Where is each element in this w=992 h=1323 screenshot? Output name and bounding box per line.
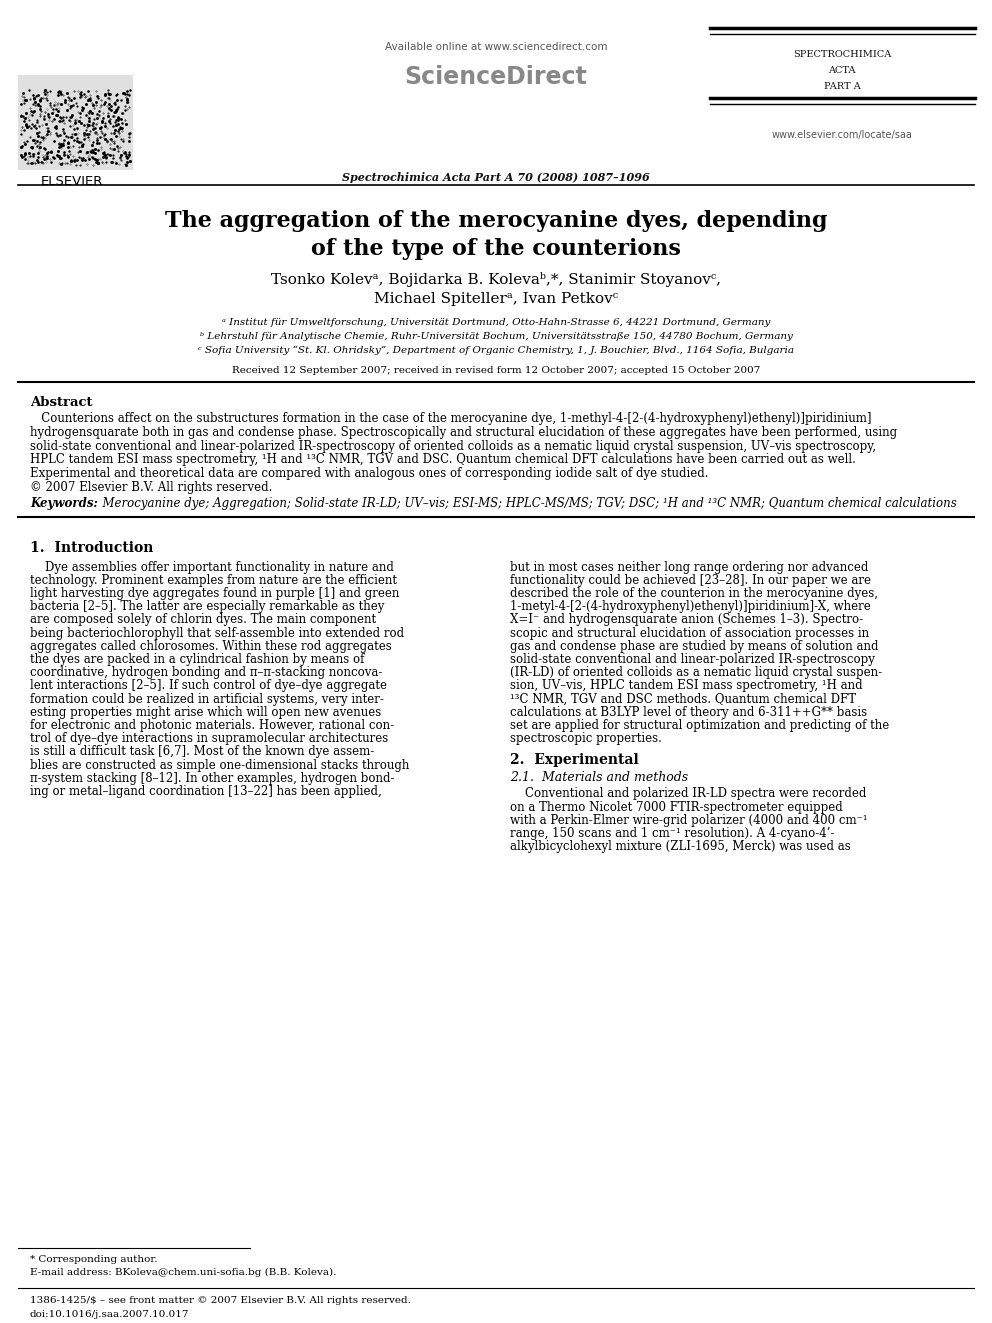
Text: solid-state conventional and linear-polarized IR-spectroscopy: solid-state conventional and linear-pola… — [510, 654, 875, 665]
Text: sion, UV–vis, HPLC tandem ESI mass spectrometry, ¹H and: sion, UV–vis, HPLC tandem ESI mass spect… — [510, 680, 863, 692]
Text: are composed solely of chlorin dyes. The main component: are composed solely of chlorin dyes. The… — [30, 614, 376, 626]
Text: 2.1.  Materials and methods: 2.1. Materials and methods — [510, 771, 688, 785]
Text: SPECTROCHIMICA: SPECTROCHIMICA — [793, 50, 891, 60]
Text: ᶜ Sofia University “St. Kl. Ohridsky”, Department of Organic Chemistry, 1, J. Bo: ᶜ Sofia University “St. Kl. Ohridsky”, D… — [198, 347, 794, 356]
Text: trol of dye–dye interactions in supramolecular architectures: trol of dye–dye interactions in supramol… — [30, 732, 388, 745]
Text: formation could be realized in artificial systems, very inter-: formation could be realized in artificia… — [30, 693, 384, 705]
FancyBboxPatch shape — [18, 75, 133, 169]
Text: set are applied for structural optimization and predicting of the: set are applied for structural optimizat… — [510, 718, 889, 732]
Text: 1.  Introduction: 1. Introduction — [30, 541, 154, 554]
Text: HPLC tandem ESI mass spectrometry, ¹H and ¹³C NMR, TGV and DSC. Quantum chemical: HPLC tandem ESI mass spectrometry, ¹H an… — [30, 454, 856, 467]
Text: range, 150 scans and 1 cm⁻¹ resolution). A 4-cyano-4’-: range, 150 scans and 1 cm⁻¹ resolution).… — [510, 827, 834, 840]
Text: aggregates called chlorosomes. Within these rod aggregates: aggregates called chlorosomes. Within th… — [30, 640, 392, 652]
Text: 1-metyl-4-[2-(4-hydroxyphenyl)ethenyl)]piridinium]-X, where: 1-metyl-4-[2-(4-hydroxyphenyl)ethenyl)]p… — [510, 601, 871, 613]
Text: alkylbicyclohexyl mixture (ZLI-1695, Merck) was used as: alkylbicyclohexyl mixture (ZLI-1695, Mer… — [510, 840, 851, 853]
Text: of the type of the counterions: of the type of the counterions — [311, 238, 681, 261]
Text: Merocyanine dye; Aggregation; Solid-state IR-LD; UV–vis; ESI-MS; HPLC-MS/MS; TGV: Merocyanine dye; Aggregation; Solid-stat… — [95, 497, 956, 509]
Text: www.elsevier.com/locate/saa: www.elsevier.com/locate/saa — [772, 130, 913, 140]
Text: Received 12 September 2007; received in revised form 12 October 2007; accepted 1: Received 12 September 2007; received in … — [232, 366, 760, 374]
Text: (IR-LD) of oriented colloids as a nematic liquid crystal suspen-: (IR-LD) of oriented colloids as a nemati… — [510, 667, 882, 679]
Text: ᵃ Institut für Umweltforschung, Universität Dortmund, Otto-Hahn-Strasse 6, 44221: ᵃ Institut für Umweltforschung, Universi… — [222, 318, 770, 327]
Text: doi:10.1016/j.saa.2007.10.017: doi:10.1016/j.saa.2007.10.017 — [30, 1310, 189, 1319]
Text: ELSEVIER: ELSEVIER — [41, 175, 103, 188]
Text: © 2007 Elsevier B.V. All rights reserved.: © 2007 Elsevier B.V. All rights reserved… — [30, 482, 273, 493]
Text: Spectrochimica Acta Part A 70 (2008) 1087–1096: Spectrochimica Acta Part A 70 (2008) 108… — [342, 172, 650, 183]
Text: on a Thermo Nicolet 7000 FTIR-spectrometer equipped: on a Thermo Nicolet 7000 FTIR-spectromet… — [510, 800, 843, 814]
Text: Tsonko Kolevᵃ, Bojidarka B. Kolevaᵇ,*, Stanimir Stoyanovᶜ,: Tsonko Kolevᵃ, Bojidarka B. Kolevaᵇ,*, S… — [271, 273, 721, 287]
Text: esting properties might arise which will open new avenues: esting properties might arise which will… — [30, 705, 381, 718]
Text: Conventional and polarized IR-LD spectra were recorded: Conventional and polarized IR-LD spectra… — [510, 787, 866, 800]
Text: Keywords:: Keywords: — [30, 497, 98, 509]
Text: solid-state conventional and linear-polarized IR-spectroscopy of oriented colloi: solid-state conventional and linear-pola… — [30, 439, 876, 452]
Text: hydrogensquarate both in gas and condense phase. Spectroscopically and structura: hydrogensquarate both in gas and condens… — [30, 426, 897, 439]
Text: scopic and structural elucidation of association processes in: scopic and structural elucidation of ass… — [510, 627, 869, 639]
Text: for electronic and photonic materials. However, rational con-: for electronic and photonic materials. H… — [30, 718, 394, 732]
Text: the dyes are packed in a cylindrical fashion by means of: the dyes are packed in a cylindrical fas… — [30, 654, 364, 665]
Text: blies are constructed as simple one-dimensional stacks through: blies are constructed as simple one-dime… — [30, 758, 410, 771]
Text: light harvesting dye aggregates found in purple [1] and green: light harvesting dye aggregates found in… — [30, 587, 400, 601]
Text: functionality could be achieved [23–28]. In our paper we are: functionality could be achieved [23–28].… — [510, 574, 871, 587]
Text: ¹³C NMR, TGV and DSC methods. Quantum chemical DFT: ¹³C NMR, TGV and DSC methods. Quantum ch… — [510, 693, 856, 705]
Text: bacteria [2–5]. The latter are especially remarkable as they: bacteria [2–5]. The latter are especiall… — [30, 601, 384, 613]
Text: is still a difficult task [6,7]. Most of the known dye assem-: is still a difficult task [6,7]. Most of… — [30, 745, 374, 758]
Text: The aggregation of the merocyanine dyes, depending: The aggregation of the merocyanine dyes,… — [165, 210, 827, 232]
Text: PART A: PART A — [823, 82, 860, 91]
Text: spectroscopic properties.: spectroscopic properties. — [510, 732, 662, 745]
Text: ing or metal–ligand coordination [13–22] has been applied,: ing or metal–ligand coordination [13–22]… — [30, 785, 382, 798]
Text: E-mail address: BKoleva@chem.uni-sofia.bg (B.B. Koleva).: E-mail address: BKoleva@chem.uni-sofia.b… — [30, 1267, 336, 1277]
Text: ᵇ Lehrstuhl für Analytische Chemie, Ruhr-Universität Bochum, Universitätsstraße : ᵇ Lehrstuhl für Analytische Chemie, Ruhr… — [199, 332, 793, 341]
Text: Experimental and theoretical data are compared with analogous ones of correspond: Experimental and theoretical data are co… — [30, 467, 708, 480]
Text: 2.  Experimental: 2. Experimental — [510, 753, 639, 767]
Text: with a Perkin-Elmer wire-grid polarizer (4000 and 400 cm⁻¹: with a Perkin-Elmer wire-grid polarizer … — [510, 814, 868, 827]
Text: Michael Spitellerᵃ, Ivan Petkovᶜ: Michael Spitellerᵃ, Ivan Petkovᶜ — [374, 292, 618, 306]
Text: Abstract: Abstract — [30, 396, 92, 409]
Text: Available online at www.sciencedirect.com: Available online at www.sciencedirect.co… — [385, 42, 607, 52]
Text: 1386-1425/$ – see front matter © 2007 Elsevier B.V. All rights reserved.: 1386-1425/$ – see front matter © 2007 El… — [30, 1297, 411, 1304]
Text: lent interactions [2–5]. If such control of dye–dye aggregate: lent interactions [2–5]. If such control… — [30, 680, 387, 692]
Text: described the role of the counterion in the merocyanine dyes,: described the role of the counterion in … — [510, 587, 878, 601]
Text: ScienceDirect: ScienceDirect — [405, 65, 587, 89]
Text: π-system stacking [8–12]. In other examples, hydrogen bond-: π-system stacking [8–12]. In other examp… — [30, 771, 395, 785]
Text: * Corresponding author.: * Corresponding author. — [30, 1256, 158, 1263]
Text: ACTA: ACTA — [828, 66, 856, 75]
Text: calculations at B3LYP level of theory and 6-311++G** basis: calculations at B3LYP level of theory an… — [510, 705, 867, 718]
Text: technology. Prominent examples from nature are the efficient: technology. Prominent examples from natu… — [30, 574, 397, 587]
Text: being bacteriochlorophyll that self-assemble into extended rod: being bacteriochlorophyll that self-asse… — [30, 627, 404, 639]
Text: but in most cases neither long range ordering nor advanced: but in most cases neither long range ord… — [510, 561, 868, 574]
Text: gas and condense phase are studied by means of solution and: gas and condense phase are studied by me… — [510, 640, 879, 652]
Text: Counterions affect on the substructures formation in the case of the merocyanine: Counterions affect on the substructures … — [30, 411, 872, 425]
Text: X=I⁻ and hydrogensquarate anion (Schemes 1–3). Spectro-: X=I⁻ and hydrogensquarate anion (Schemes… — [510, 614, 863, 626]
Text: coordinative, hydrogen bonding and π–π-stacking noncova-: coordinative, hydrogen bonding and π–π-s… — [30, 667, 382, 679]
Text: Dye assemblies offer important functionality in nature and: Dye assemblies offer important functiona… — [30, 561, 394, 574]
